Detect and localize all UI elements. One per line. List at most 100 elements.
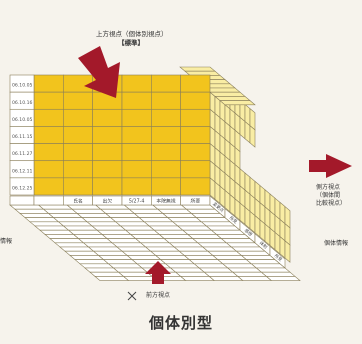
front-grid-cell [121,108,152,127]
bottom-grid-cell [198,267,234,273]
front-grid-cell [151,108,181,127]
bottom-grid-cell [123,204,159,210]
front-grid-cell [63,177,93,196]
front-grid-cell [121,143,152,162]
bottom-grid-cell [178,250,214,256]
bottom-grid-cell [232,271,268,277]
bottom-grid-cell [200,221,236,227]
bottom-grid-cell [97,255,133,260]
top-step-cell [219,100,256,106]
front-grid-cell [92,126,123,144]
front-grid-cell [92,143,123,162]
row-label-text: 06.10.05 [12,117,33,123]
side-label-text: 所見 [273,252,285,263]
right-info-label: 個体情報 [324,240,349,247]
side-face-grid [179,66,291,263]
front-grid-cell [121,160,152,179]
side-face-cell [234,198,241,221]
column-label-cell [33,195,64,206]
side-face-cell [209,177,216,200]
front-grid-cell [151,126,181,144]
bottom-grid-cell [106,238,142,244]
bottom-grid-cell [138,217,174,223]
column-label-text: 本院無視 [156,197,175,204]
column-label-corner [9,195,35,206]
bottom-grid-cell [119,225,156,231]
column-label-row: 氏名 出欠 5/27-4 本院無視 所要 [9,195,211,206]
front-grid-cell [92,160,123,179]
front-grid-cell [92,108,123,127]
bottom-grid-cell [57,221,93,227]
bottom-grid-cell [107,263,143,269]
bottom-grid-cell [49,238,85,244]
side-label-text: 所見 [228,214,240,225]
bottom-grid-cell [179,276,216,281]
bottom-grid-cell [168,242,204,248]
side-face-cell [254,215,261,238]
bottom-grid-cell [82,242,118,248]
bottom-grid-cell [143,221,179,227]
bottom-grid-cell [62,225,98,231]
bottom-grid-cell [64,250,100,256]
bottom-grid-cell [154,255,191,260]
side-face-cell [224,189,231,213]
bottom-grid-cell [177,225,213,231]
side-view-arrow-icon [309,154,352,178]
bottom-grid-cell [129,234,166,239]
bottom-grid-cell [84,267,120,273]
side-view-label-line2: （個体間 [316,192,341,199]
side-label-cell [269,245,286,269]
bottom-grid-cell [215,234,251,239]
bottom-grid-cell [19,213,55,218]
front-grid-cell [121,91,152,110]
bottom-grid-cell [265,276,301,281]
bottom-grid-cell [121,250,157,256]
bottom-grid-cell [172,221,208,227]
row-label-text: 06.10.05 [12,83,33,89]
bottom-grid-cell [72,234,108,239]
bottom-grid-cell [116,246,152,252]
row-label-text: 06.10.16 [12,100,33,106]
top-view-tag: 【標準】 [118,39,144,47]
side-label-text: 感想 [244,227,254,237]
bottom-grid-cell [212,255,248,260]
front-grid-cell [63,74,93,93]
front-view-label: 前方視点 [146,292,171,299]
column-label-text: 5/27-4 [129,198,145,204]
top-view-arrow-icon [78,46,120,98]
row-label-text: 06.12.25 [12,186,33,192]
bottom-grid-cell [89,271,125,277]
bottom-grid-cell [112,267,148,273]
front-grid-cell [180,143,211,162]
bottom-grid-cell [24,217,60,223]
bottom-grid-cell [81,217,117,223]
side-view-label-line3: 比較視点） [316,200,347,207]
bottom-grid-cell [210,229,246,235]
front-grid-cell [121,74,152,93]
side-face-cell [259,219,266,242]
front-grid-cell [33,160,64,179]
bottom-grid-cell [185,208,221,214]
bottom-grid-cell [250,263,286,269]
side-face-cell [249,210,256,234]
bottom-grid-cell [162,213,198,218]
bottom-grid-cell [79,263,115,269]
bottom-grid-cell [180,204,216,210]
bottom-grid-cell [203,271,239,277]
row-label-text: 06.12.11 [12,168,33,174]
bottom-grid-cell [39,229,75,235]
bottom-grid-cell [197,242,233,248]
bottom-grid-cell [86,221,122,227]
row-label-column: 06.10.05 06.10.16 06.10.05 06.11.15 06.11.27… [9,74,35,196]
bottom-grid-cell [96,229,132,235]
bottom-grid-cell [126,255,162,260]
bottom-grid-cell [111,242,147,248]
side-face-cell [284,240,291,263]
front-grid-cell [151,74,181,93]
front-grid-cell [63,160,93,179]
left-info-label: 情報 [0,238,13,245]
bottom-grid-cell [131,259,167,265]
bottom-grid-cell [71,208,107,214]
row-label-text: 06.11.27 [12,151,33,157]
